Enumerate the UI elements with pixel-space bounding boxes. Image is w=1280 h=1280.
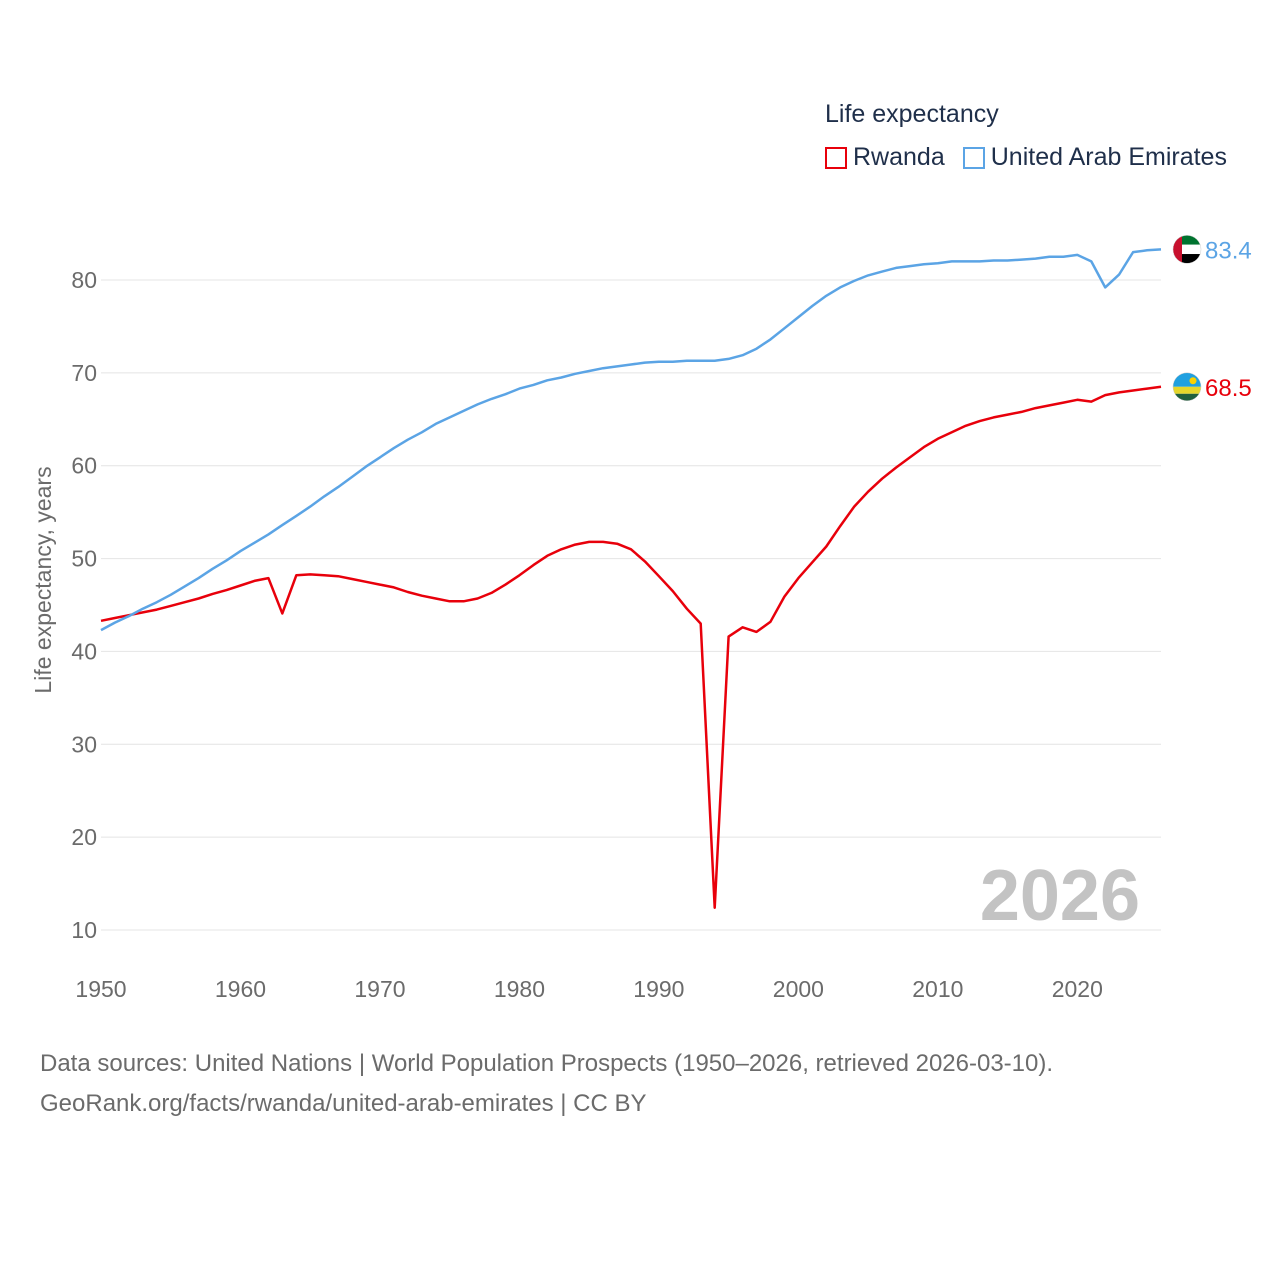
y-axis-ticks: 10 20 30 40 50 60 70 80 (71, 267, 97, 943)
footer: Data sources: United Nations | World Pop… (40, 1044, 1053, 1124)
x-tick-label: 1990 (633, 976, 684, 1002)
end-value-label: 68.5 (1205, 375, 1252, 402)
series-lines (100, 248, 1162, 909)
y-tick-label: 10 (71, 917, 97, 943)
current-year-label: 2026 (980, 856, 1140, 936)
legend-item-uae[interactable]: United Arab Emirates (962, 143, 1227, 172)
y-tick-label: 50 (71, 546, 97, 572)
y-tick-label: 80 (71, 267, 97, 293)
x-tick-label: 1960 (215, 976, 266, 1002)
data-sources-text: Data sources: United Nations | World Pop… (40, 1050, 1054, 1077)
x-tick-label: 2010 (912, 976, 963, 1002)
x-axis-ticks: 1950 1960 1970 1980 1990 2000 2010 2020 (75, 976, 1102, 1002)
grid-lines (101, 279, 1161, 931)
x-tick-label: 2020 (1052, 976, 1103, 1002)
y-tick-label: 70 (71, 360, 97, 386)
end-value-label: 83.4 (1205, 237, 1252, 264)
legend: Rwanda United Arab Emirates (825, 143, 1245, 172)
legend-label-uae: United Arab Emirates (990, 143, 1227, 171)
y-tick-label: 60 (71, 453, 97, 479)
y-tick-label: 20 (71, 824, 97, 850)
x-tick-label: 1980 (494, 976, 545, 1002)
credit-text: GeoRank.org/facts/rwanda/united-arab-emi… (40, 1090, 647, 1117)
y-tick-label: 40 (71, 638, 97, 664)
rwanda-flag-icon (1172, 372, 1202, 402)
legend-title: Life expectancy (825, 100, 999, 128)
series-line-uae (100, 248, 1162, 632)
y-tick-label: 30 (71, 731, 97, 757)
legend-item-rwanda[interactable]: Rwanda (825, 143, 945, 172)
y-axis-title: Life expectancy, years (30, 466, 56, 693)
legend-swatch-uae (962, 146, 985, 169)
x-tick-label: 1970 (354, 976, 405, 1002)
x-tick-label: 2000 (773, 976, 824, 1002)
legend-swatch-rwanda (825, 146, 847, 169)
series-line-rwanda (100, 385, 1162, 909)
x-tick-label: 1950 (75, 976, 126, 1002)
uae-flag-icon (1172, 235, 1202, 264)
end-markers: 68.5 83.4 (1172, 235, 1252, 402)
legend-label-rwanda: Rwanda (853, 143, 945, 171)
